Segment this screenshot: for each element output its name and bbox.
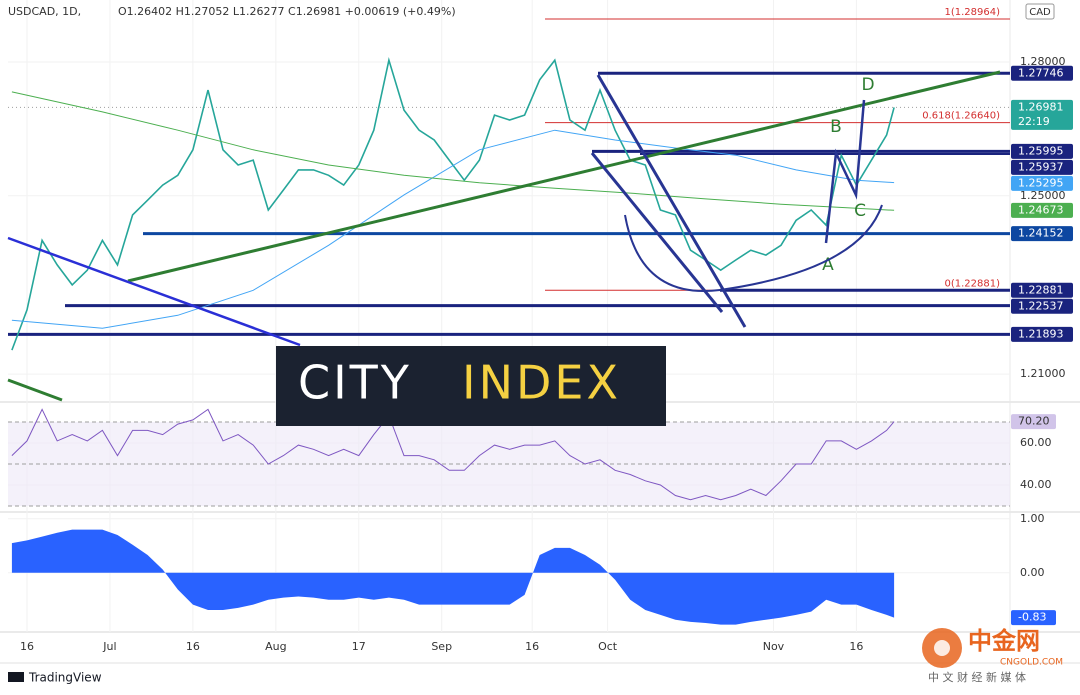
pattern-label: D [861, 75, 874, 95]
price-label-box [1011, 326, 1073, 342]
price-label-box [1011, 226, 1073, 242]
price-label-box [1011, 282, 1073, 298]
price-label: 1.24673 [1018, 203, 1064, 216]
fib-label: 1(1.28964) [944, 7, 1000, 18]
pattern-label: C [854, 201, 866, 221]
pattern-label: B [830, 117, 842, 137]
channel-line [590, 152, 724, 313]
price-label-box [1011, 175, 1073, 191]
x-tick-label: 17 [352, 640, 366, 653]
price-label: 1.22537 [1018, 299, 1064, 312]
rsi-value-box [1011, 414, 1056, 430]
currency-box [1025, 3, 1055, 20]
fib-label: 0(1.22881) [944, 278, 1000, 289]
x-tick-label: 16 [525, 640, 539, 653]
watermark-left: CITY [298, 356, 412, 410]
price-label: 1.25937 [1018, 160, 1064, 173]
rsi-line [11, 408, 895, 501]
price-label-box [1011, 202, 1073, 218]
price-label: 1.21893 [1018, 327, 1064, 340]
rsi-value-label: 70.20 [1018, 415, 1050, 428]
price-label: 1.26981 [1018, 100, 1064, 113]
x-tick-label: 16 [849, 640, 863, 653]
price-label-box [1011, 99, 1073, 130]
cup-arc [624, 204, 883, 292]
osc-value-label: -0.83 [1018, 611, 1046, 624]
y-tick-label: 1.00 [1020, 512, 1045, 525]
y-tick-label: 1.25000 [1020, 189, 1066, 202]
bar-countdown: 22:19 [1018, 115, 1050, 128]
price-label-box [1011, 143, 1073, 159]
price-line [11, 57, 895, 351]
y-tick-label: 40.00 [1020, 478, 1052, 491]
price-label-box [1011, 298, 1073, 314]
tv-logo [8, 672, 24, 682]
x-tick-label: 16 [186, 640, 200, 653]
price-label: 1.27746 [1018, 66, 1064, 79]
cngold-tagline: 中 文 财 经 新 媒 体 [928, 670, 1026, 684]
y-tick-label: 0.00 [1020, 566, 1045, 579]
cngold-domain: CNGOLD.COM [1000, 658, 1063, 668]
trend-line [127, 70, 1001, 283]
abcd-pattern [824, 99, 866, 244]
price-label-box [1011, 159, 1073, 175]
oscillator-area [11, 529, 895, 625]
price-label-box [1011, 65, 1073, 81]
x-tick-label: Jul [102, 640, 116, 653]
fib-label: 0.618(1.26640) [922, 111, 1000, 122]
ohlc: O1.26402 H1.27052 L1.26277 C1.26981 +0.0… [118, 5, 456, 18]
trend-line [7, 236, 301, 347]
watermark-box [276, 346, 666, 426]
trend-line [7, 378, 63, 402]
pattern-label: A [822, 255, 834, 275]
y-tick-label: 1.21000 [1020, 367, 1066, 380]
cngold-name: 中金网 [968, 627, 1040, 655]
x-tick-label: Aug [265, 640, 286, 653]
moving-average [11, 129, 895, 329]
cngold-logo-inner [934, 640, 950, 656]
price-label: 1.22881 [1018, 283, 1064, 296]
y-tick-label: 60.00 [1020, 436, 1052, 449]
currency-label: CAD [1029, 7, 1051, 18]
x-tick-label: Sep [431, 640, 452, 653]
price-label: 1.25295 [1018, 176, 1064, 189]
drawings [7, 70, 1001, 402]
watermark-right: INDEX [462, 356, 621, 410]
price-label: 1.24152 [1018, 227, 1064, 240]
y-tick-label: 1.28000 [1020, 55, 1066, 68]
tv-brand: TradingView [28, 671, 102, 685]
x-tick-label: Nov [763, 640, 785, 653]
x-tick-label: 16 [20, 640, 34, 653]
moving-average [11, 91, 895, 211]
channel-line [596, 74, 747, 328]
x-tick-label: Oct [598, 640, 618, 653]
price-label: 1.25995 [1018, 144, 1064, 157]
symbol: USDCAD, 1D, [8, 5, 81, 18]
osc-value-box [1011, 610, 1056, 626]
